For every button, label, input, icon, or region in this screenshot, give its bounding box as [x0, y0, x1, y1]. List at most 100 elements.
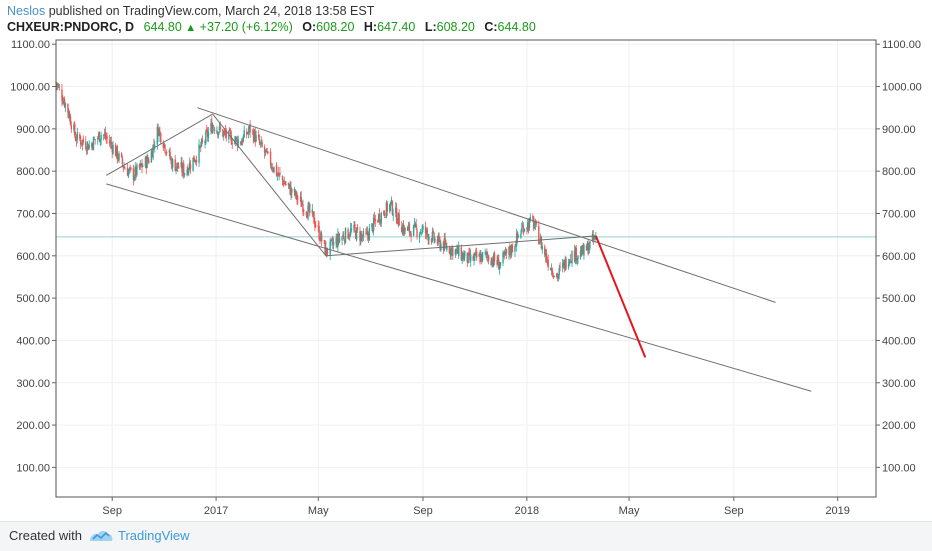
x-tick-label: Sep — [413, 505, 433, 517]
candle-body — [538, 225, 540, 245]
y-tick-label-right: 1100.00 — [882, 39, 921, 51]
candle-body — [386, 202, 388, 213]
candle-body — [263, 147, 266, 154]
candle-body — [74, 136, 77, 141]
candle-body — [315, 225, 317, 227]
candle-body — [200, 139, 203, 146]
candle-body — [344, 227, 347, 243]
candle-body — [150, 151, 153, 163]
candle-body — [558, 268, 560, 275]
candle-body — [581, 245, 583, 255]
candle-body — [100, 134, 102, 140]
candle-body — [523, 229, 526, 232]
y-tick-label-left: 200.00 — [16, 420, 50, 432]
candle-body — [183, 163, 185, 176]
candle-body — [207, 131, 210, 138]
candle-body — [455, 249, 457, 252]
candle-body — [302, 204, 304, 213]
candle-body — [366, 231, 369, 236]
candle-body — [258, 139, 261, 144]
candle-body — [295, 191, 297, 196]
candle-body — [324, 240, 326, 255]
candle-body — [103, 133, 106, 135]
candle-body — [257, 134, 260, 138]
candle-body — [188, 169, 190, 172]
candle-body — [123, 167, 125, 169]
candle-body — [242, 135, 245, 142]
candle-body — [278, 173, 280, 175]
candle-body — [92, 137, 95, 151]
candle-body — [169, 151, 171, 159]
candle-body — [556, 275, 559, 279]
publish-info: Neslos published on TradingView.com, Mar… — [7, 4, 374, 18]
price-chart[interactable]: 100.00 200.00 300.00 400.00 500.00 600.00 700.… — [0, 38, 932, 521]
candle-body — [547, 259, 549, 268]
chart-header: Neslos published on TradingView.com, Mar… — [0, 0, 932, 38]
candle-body — [418, 233, 421, 238]
candle-body — [343, 239, 346, 243]
candle-body — [522, 226, 525, 234]
candle-body — [420, 232, 422, 234]
x-axis[interactable]: Sep 2017 May Sep 2018 May Sep 2019 — [102, 497, 850, 517]
candle-body — [526, 228, 528, 229]
candle-body — [118, 153, 120, 161]
tradingview-logo-icon[interactable] — [88, 527, 114, 545]
candle-body — [496, 260, 498, 265]
candle-body — [431, 231, 434, 242]
candle-body — [305, 211, 308, 216]
candlestick-series — [55, 81, 597, 282]
candle-body — [359, 231, 361, 241]
candle-body — [259, 142, 262, 144]
y-axis-right[interactable]: 100.00 200.00 300.00 400.00 500.00 600.00 700.… — [876, 39, 922, 474]
candle-body — [267, 151, 269, 153]
author-link[interactable]: Neslos — [7, 4, 46, 18]
candle-body — [109, 141, 112, 144]
candle-body — [514, 246, 516, 252]
y-tick-label-right: 800.00 — [882, 166, 916, 178]
candle-body — [546, 261, 549, 263]
candle-body — [74, 123, 76, 136]
candle-body — [153, 144, 155, 145]
y-tick-label-right: 100.00 — [882, 462, 916, 474]
candle-body — [58, 87, 61, 89]
open-label: O: — [302, 20, 317, 34]
candle-body — [56, 82, 58, 86]
y-tick-label-left: 800.00 — [16, 166, 50, 178]
x-tick-label: Sep — [724, 505, 744, 517]
y-tick-label-left: 1100.00 — [11, 39, 50, 51]
y-tick-label-right: 300.00 — [882, 378, 916, 390]
candle-body — [81, 140, 84, 145]
candle-body — [456, 247, 458, 250]
candle-body — [159, 130, 161, 132]
trendline-drawings[interactable] — [105, 107, 812, 392]
candle-body — [367, 233, 370, 240]
candle-body — [592, 234, 595, 240]
candle-body — [69, 116, 72, 125]
x-tick-label: 2017 — [204, 505, 228, 517]
candle-body — [347, 229, 349, 239]
candle-body — [541, 245, 543, 251]
candle-body — [532, 216, 534, 219]
candle-body — [353, 225, 355, 230]
candle-body — [144, 157, 147, 167]
candle-body — [236, 138, 239, 146]
y-axis-left[interactable]: 100.00 200.00 300.00 400.00 500.00 600.00 700.… — [10, 39, 56, 474]
candle-body — [112, 145, 114, 154]
candle-body — [433, 233, 435, 241]
candle-body — [520, 233, 522, 238]
candle-body — [466, 252, 468, 263]
candle-body — [276, 174, 279, 176]
candle-body — [427, 234, 429, 241]
candle-body — [401, 226, 403, 233]
candle-body — [160, 132, 162, 143]
tradingview-brand-link[interactable]: TradingView — [118, 528, 190, 543]
candle-body — [180, 162, 182, 167]
candle-body — [115, 146, 118, 157]
candle-body — [297, 198, 299, 200]
candle-body — [355, 227, 358, 241]
candle-body — [229, 131, 232, 135]
candle-body — [213, 128, 216, 132]
candle-body — [99, 139, 101, 143]
candle-body — [200, 145, 202, 148]
candle-body — [406, 227, 409, 231]
